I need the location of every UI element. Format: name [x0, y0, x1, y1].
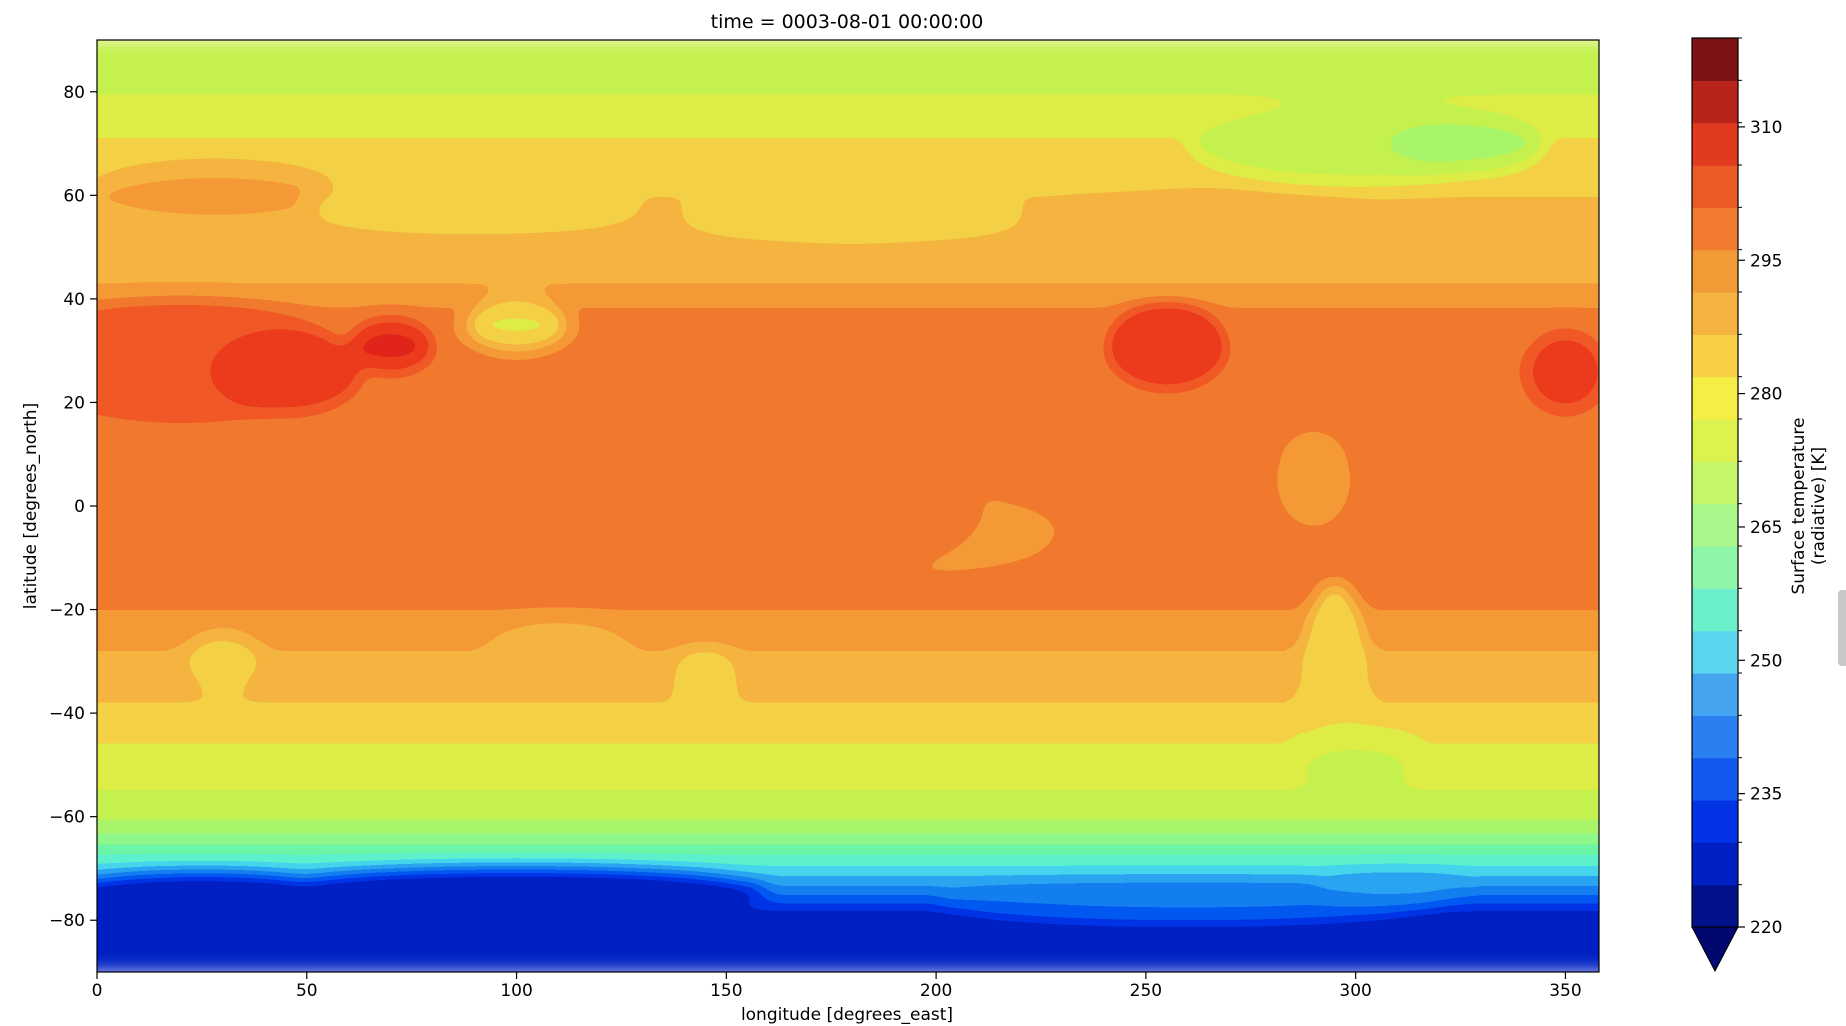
colorbar-segment	[1692, 546, 1738, 589]
colorbar-tick-label: 250	[1750, 651, 1782, 671]
temperature-anomaly	[684, 174, 1021, 248]
temperature-anomaly	[1313, 868, 1482, 900]
y-axis: −80 −60 −40 −20 0 20 40 60 80	[49, 83, 97, 931]
x-tick-label: 200	[920, 981, 952, 1001]
colorbar-segment	[1692, 503, 1738, 547]
x-tick-label: 300	[1339, 981, 1371, 1001]
x-tick-label: 250	[1130, 981, 1162, 1001]
colorbar-tick-label: 265	[1750, 518, 1782, 538]
colorbar-segment	[1692, 292, 1738, 335]
colorbar-segment	[1692, 842, 1738, 886]
colorbar-segment	[1692, 630, 1738, 674]
colorbar-tick-label: 280	[1750, 385, 1782, 405]
latitude-band	[97, 814, 1599, 835]
x-tick-label: 350	[1549, 981, 1581, 1001]
colorbar-segment	[1692, 122, 1738, 166]
temperature-anomaly	[1523, 329, 1599, 413]
colorbar-segment	[1692, 38, 1738, 81]
colorbar-tick-label: 295	[1750, 251, 1782, 271]
colorbar-tick-label: 235	[1750, 785, 1782, 805]
latitude-band	[97, 830, 1599, 850]
colorbar-segment	[1692, 800, 1738, 843]
colorbar-segment	[1692, 376, 1738, 420]
colorbar-extend-arrow	[1691, 926, 1739, 973]
x-tick-label: 0	[92, 981, 103, 1001]
y-tick-label: 0	[74, 497, 85, 517]
colorbar-segment	[1692, 461, 1738, 505]
latitude-band	[97, 788, 1599, 819]
temperature-anomaly	[1292, 733, 1419, 796]
temperature-anomaly	[558, 428, 979, 584]
colorbar-frame	[1691, 37, 1739, 928]
chart-title: time = 0003-08-01 00:00:00	[711, 11, 984, 33]
y-tick-label: −20	[49, 601, 85, 621]
temperature-anomaly	[97, 164, 341, 227]
temperature-anomaly	[1376, 112, 1545, 175]
latitude-band	[97, 907, 1599, 972]
colorbar-tick-label: 310	[1750, 118, 1782, 138]
temperature-anomaly	[180, 630, 265, 693]
x-axis: 0 50 100 150 200 250 300 350	[92, 972, 1582, 1001]
latitude-band	[97, 643, 1599, 695]
temperature-anomaly	[306, 174, 643, 237]
colorbar-label-line2: (radiative) [K]	[1809, 447, 1829, 565]
y-tick-label: 20	[63, 393, 85, 413]
x-tick-label: 50	[296, 981, 318, 1001]
colorbar-segment	[1692, 334, 1738, 378]
latitude-band	[97, 716, 1599, 762]
temperature-anomaly	[671, 645, 739, 708]
colorbar: 220 235 250 265 280 295 310	[1691, 37, 1782, 973]
colorbar-label-line1: Surface temperature	[1789, 417, 1809, 594]
colorbar-segment	[1692, 80, 1738, 124]
x-tick-label: 100	[500, 981, 532, 1001]
colorbar-segment	[1692, 419, 1738, 462]
colorbar-segment	[1692, 884, 1738, 928]
x-axis-label: longitude [degrees_east]	[741, 1005, 953, 1025]
temperature-anomaly	[482, 619, 635, 683]
latitude-band	[97, 845, 1599, 866]
y-tick-label: 40	[63, 290, 85, 310]
temperature-anomaly	[1271, 428, 1356, 532]
y-tick-label: −60	[49, 808, 85, 828]
colorbar-segment	[1692, 588, 1738, 632]
colorbar-segment	[1692, 207, 1738, 251]
scrollbar-handle[interactable]	[1838, 590, 1846, 666]
temperature-anomaly	[936, 878, 1440, 921]
latitude-band	[97, 607, 1599, 648]
latitude-band	[97, 296, 1599, 353]
temperature-anomaly	[264, 863, 769, 916]
temperature-anomaly	[1040, 190, 1377, 253]
temperature-anomaly	[1108, 304, 1226, 387]
y-tick-label: −40	[49, 704, 85, 724]
temperature-anomaly	[466, 298, 567, 351]
colorbar-segment	[1692, 757, 1738, 801]
temperature-contour-field	[97, 40, 1599, 972]
x-tick-label: 150	[710, 981, 742, 1001]
colorbar-segment	[1692, 249, 1738, 293]
y-tick-label: −80	[49, 911, 85, 931]
temperature-anomaly	[210, 329, 362, 413]
latitude-band	[97, 690, 1599, 721]
colorbar-tick-label: 220	[1750, 918, 1782, 938]
colorbar-segment	[1692, 673, 1738, 716]
latitude-band	[97, 40, 1599, 105]
latitude-band	[97, 245, 1599, 301]
temperature-anomaly	[348, 319, 433, 372]
colorbar-segment	[1692, 165, 1738, 208]
colorbar-segment	[1692, 715, 1738, 759]
y-axis-label: latitude [degrees_north]	[21, 403, 41, 609]
temperature-anomaly	[97, 868, 370, 931]
y-tick-label: 80	[63, 83, 85, 103]
y-tick-label: 60	[63, 186, 85, 206]
